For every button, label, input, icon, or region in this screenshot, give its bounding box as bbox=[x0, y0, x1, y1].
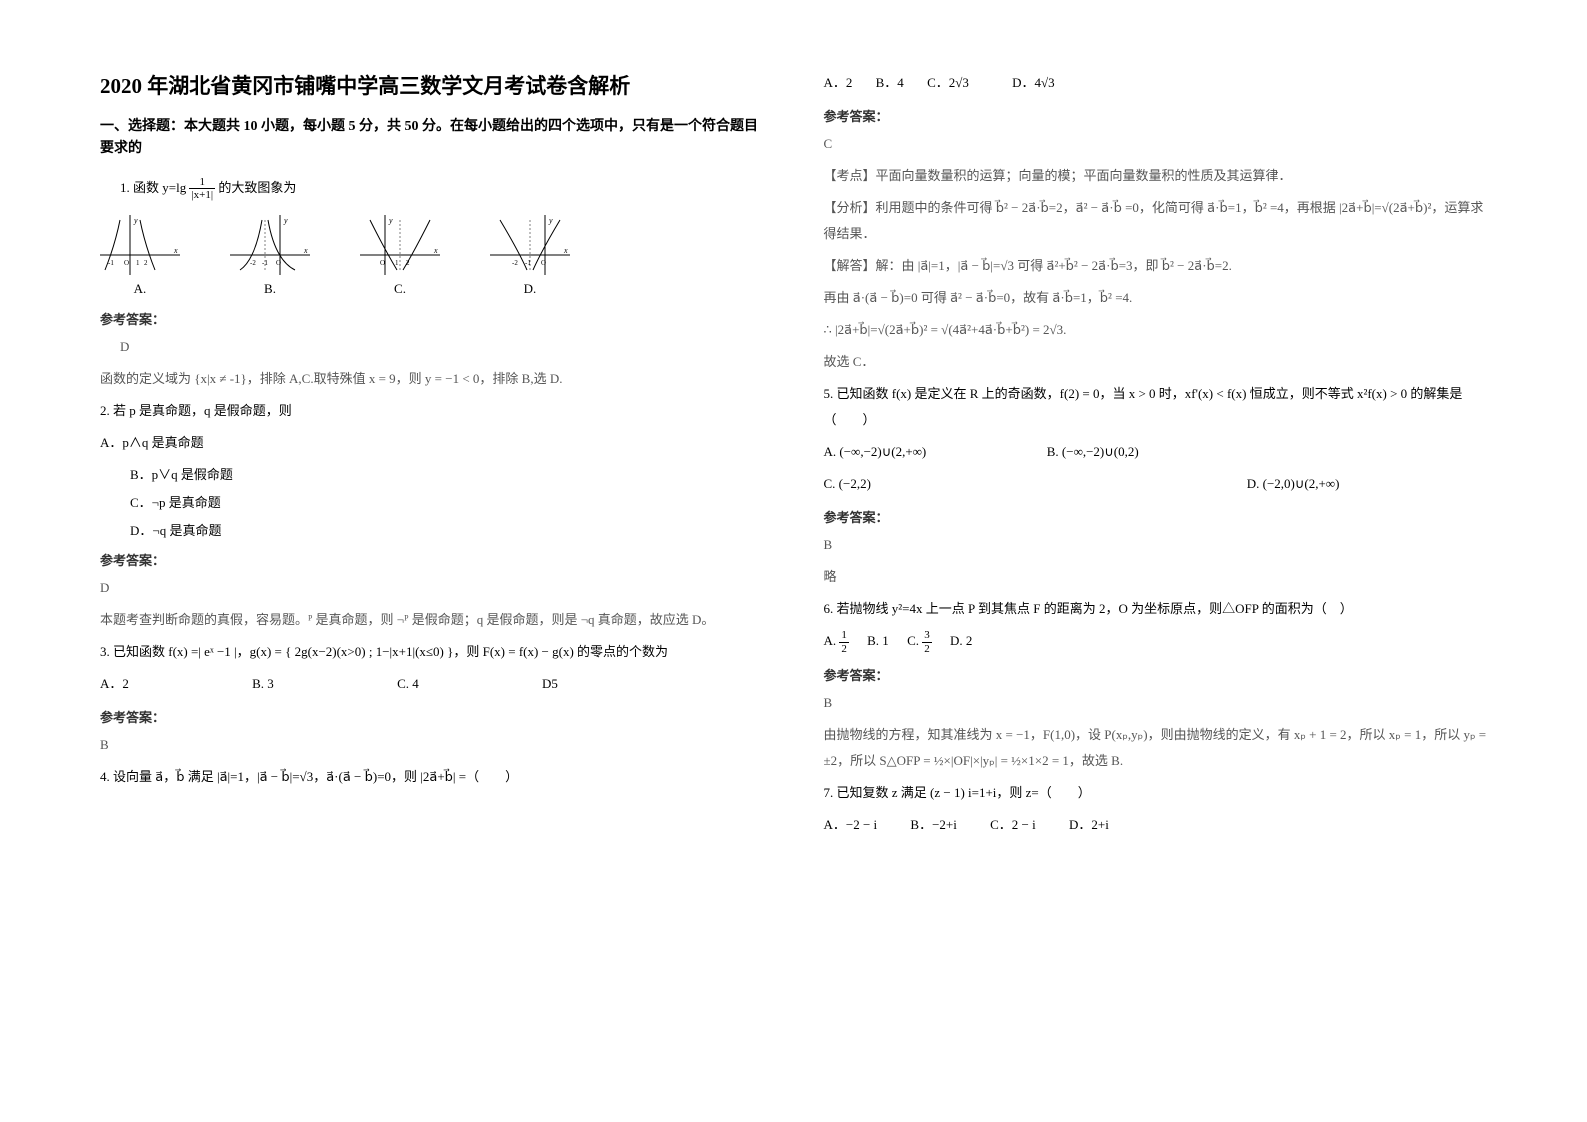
q1-graph-d: x y -2 -1 O D. bbox=[490, 215, 570, 297]
q6-c-frac: 3 2 bbox=[922, 629, 932, 654]
svg-text:2: 2 bbox=[406, 259, 410, 267]
q4-answer-label: 参考答案： bbox=[824, 106, 1488, 125]
svg-text:y: y bbox=[388, 216, 393, 225]
svg-text:O: O bbox=[380, 259, 385, 267]
left-column: 2020 年湖北省黄冈市铺嘴中学高三数学文月考试卷含解析 一、选择题：本大题共 … bbox=[100, 70, 764, 1082]
q6-a-frac: 1 2 bbox=[839, 629, 849, 654]
q1-stem: 1. 函数 y=lg 1 |x+1| 的大致图象为 bbox=[100, 175, 764, 202]
q1-explain: 函数的定义域为 {x|x ≠ -1}，排除 A,C.取特殊值 x = 9，则 y… bbox=[100, 366, 764, 392]
q1-answer-label: 参考答案： bbox=[100, 309, 764, 328]
q1-graph-c: x y O 1 2 C. bbox=[360, 215, 440, 297]
q2-a: A．p∧q 是真命题 bbox=[100, 430, 764, 456]
svg-text:1: 1 bbox=[136, 259, 140, 267]
svg-text:y: y bbox=[548, 216, 553, 225]
q6-options: A. 1 2 B. 1 C. 3 2 D. 2 bbox=[824, 628, 1488, 655]
q6-exp1: 由抛物线的方程，知其准线为 x = −1，F(1,0)，设 P(xₚ,yₚ)，则… bbox=[824, 722, 1488, 774]
q3-answer: B bbox=[100, 732, 764, 758]
svg-text:x: x bbox=[433, 246, 438, 255]
svg-text:O: O bbox=[541, 259, 546, 267]
q4-options: A．2 B．4 C．2√3 D．4√3 bbox=[824, 70, 1488, 96]
q6-answer-label: 参考答案： bbox=[824, 665, 1488, 684]
q7-stem: 7. 已知复数 z 满足 (z − 1) i=1+i，则 z=（ ） bbox=[824, 780, 1488, 806]
svg-text:O: O bbox=[124, 259, 129, 267]
q5-options-cd: C. (−2,2) D. (−2,0)∪(2,+∞) bbox=[824, 471, 1488, 497]
q4-exp4: 再由 a⃗·(a⃗ − b⃗)=0 可得 a⃗² − a⃗·b⃗=0，故有 a⃗… bbox=[824, 285, 1488, 311]
svg-text:x: x bbox=[173, 246, 178, 255]
q4-exp2: 【分析】利用题中的条件可得 b⃗² − 2a⃗·b⃗=2，a⃗² − a⃗·b⃗… bbox=[824, 195, 1488, 247]
q5-answer-label: 参考答案： bbox=[824, 507, 1488, 526]
svg-text:-2: -2 bbox=[512, 259, 518, 267]
q4-stem: 4. 设向量 a⃗，b⃗ 满足 |a⃗|=1，|a⃗ − b⃗|=√3，a⃗·(… bbox=[100, 764, 764, 790]
q2-answer-label: 参考答案： bbox=[100, 550, 764, 569]
svg-text:O: O bbox=[276, 259, 281, 267]
q5-explain: 略 bbox=[824, 564, 1488, 590]
q2-c: C．¬p 是真命题 bbox=[130, 490, 764, 516]
q5-answer: B bbox=[824, 532, 1488, 558]
q1-graphs: x y -1 O 1 2 A. x y -2 -1 O B. bbox=[100, 215, 764, 297]
q4-answer: C bbox=[824, 131, 1488, 157]
q7-options: A．−2 − i B．−2+i C．2 − i D．2+i bbox=[824, 812, 1488, 838]
q2-stem: 2. 若 p 是真命题，q 是假命题，则 bbox=[100, 398, 764, 424]
q5-stem: 5. 已知函数 f(x) 是定义在 R 上的奇函数，f(2) = 0，当 x >… bbox=[824, 381, 1488, 433]
q2-b: B．p∨q 是假命题 bbox=[130, 462, 764, 488]
q5-options-ab: A. (−∞,−2)∪(2,+∞) B. (−∞,−2)∪(0,2) bbox=[824, 439, 1488, 465]
graph-d-svg: x y -2 -1 O bbox=[490, 215, 570, 275]
q3-answer-label: 参考答案： bbox=[100, 707, 764, 726]
q1-fraction: 1 |x+1| bbox=[189, 176, 215, 201]
q1-answer: D bbox=[100, 334, 764, 360]
svg-text:2: 2 bbox=[144, 259, 148, 267]
section-header: 一、选择题：本大题共 10 小题，每小题 5 分，共 50 分。在每小题给出的四… bbox=[100, 116, 764, 161]
q3-stem: 3. 已知函数 f(x) =| eˣ −1 |，g(x) = { 2g(x−2)… bbox=[100, 639, 764, 665]
svg-text:-1: -1 bbox=[525, 259, 531, 267]
svg-text:-1: -1 bbox=[108, 259, 114, 267]
q4-exp5: ∴ |2a⃗+b⃗|=√(2a⃗+b⃗)² = √(4a⃗²+4a⃗·b⃗+b⃗… bbox=[824, 317, 1488, 343]
q2-answer: D bbox=[100, 575, 764, 601]
svg-text:y: y bbox=[283, 216, 288, 225]
q4-exp6: 故选 C． bbox=[824, 349, 1488, 375]
svg-text:x: x bbox=[303, 246, 308, 255]
svg-text:-2: -2 bbox=[250, 259, 256, 267]
graph-b-svg: x y -2 -1 O bbox=[230, 215, 310, 275]
q4-exp1: 【考点】平面向量数量积的运算；向量的模；平面向量数量积的性质及其运算律． bbox=[824, 163, 1488, 189]
q1-graph-a: x y -1 O 1 2 A. bbox=[100, 215, 180, 297]
right-column: A．2 B．4 C．2√3 D．4√3 参考答案： C 【考点】平面向量数量积的… bbox=[824, 70, 1488, 1082]
svg-text:-1: -1 bbox=[262, 259, 268, 267]
page-title: 2020 年湖北省黄冈市铺嘴中学高三数学文月考试卷含解析 bbox=[100, 70, 764, 100]
svg-text:x: x bbox=[563, 246, 568, 255]
q2-d: D．¬q 是真命题 bbox=[130, 518, 764, 544]
svg-text:1: 1 bbox=[395, 259, 399, 267]
q6-stem: 6. 若抛物线 y²=4x 上一点 P 到其焦点 F 的距离为 2，O 为坐标原… bbox=[824, 596, 1488, 622]
q4-exp3: 【解答】解：由 |a⃗|=1，|a⃗ − b⃗|=√3 可得 a⃗²+b⃗² −… bbox=[824, 253, 1488, 279]
svg-text:y: y bbox=[133, 216, 138, 225]
q6-answer: B bbox=[824, 690, 1488, 716]
graph-c-svg: x y O 1 2 bbox=[360, 215, 440, 275]
q2-explain: 本题考查判断命题的真假，容易题。ᴾ 是真命题，则 ¬ᴾ 是假命题；q 是假命题，… bbox=[100, 607, 764, 633]
q1-graph-b: x y -2 -1 O B. bbox=[230, 215, 310, 297]
q3-options: A．2 B. 3 C. 4 D5 bbox=[100, 671, 764, 697]
graph-a-svg: x y -1 O 1 2 bbox=[100, 215, 180, 275]
